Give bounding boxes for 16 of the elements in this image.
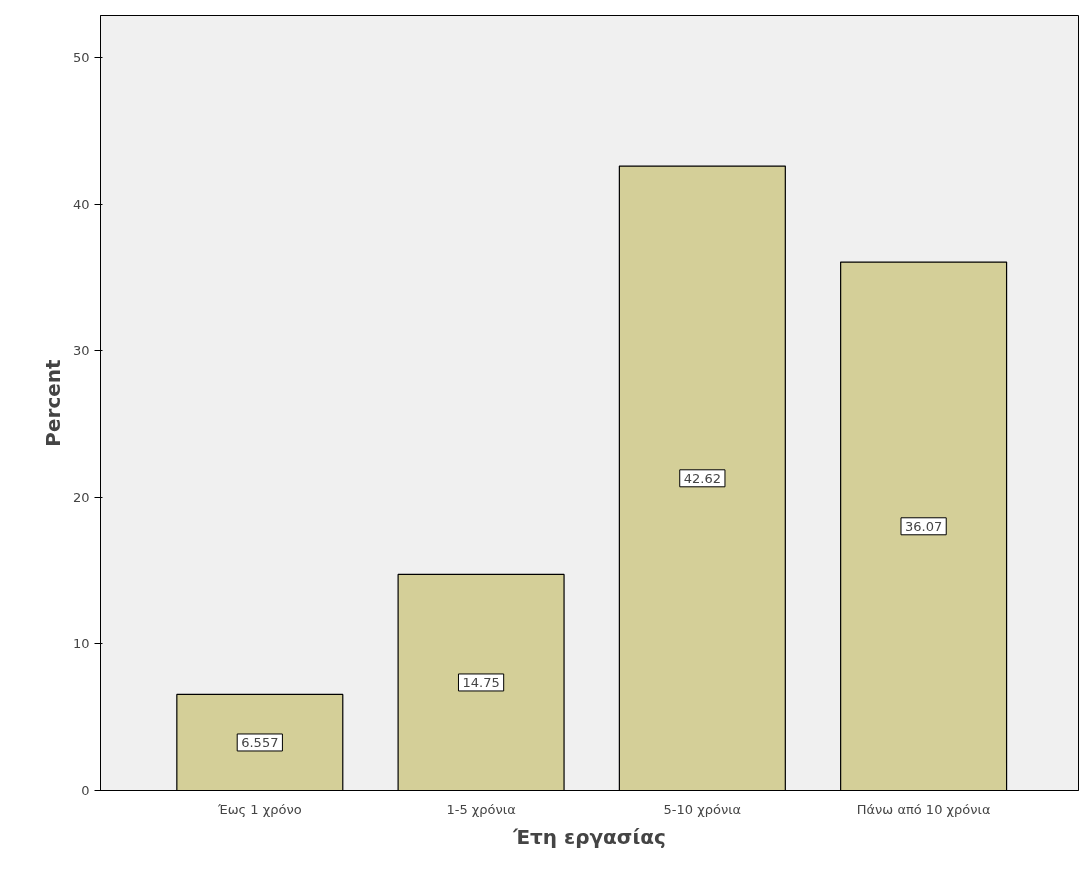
y-tick-label: 50 bbox=[72, 50, 90, 66]
y-tick-label: 30 bbox=[72, 343, 90, 359]
y-tick-label: 10 bbox=[72, 636, 90, 652]
data-label: 42.62 bbox=[683, 470, 721, 486]
data-label: 36.07 bbox=[905, 518, 943, 534]
x-tick-label: 1-5 χρόνια bbox=[446, 801, 516, 817]
x-tick-label: Πάνω από 10 χρόνια bbox=[856, 801, 991, 817]
data-label: 6.557 bbox=[241, 734, 279, 750]
x-tick-label: 5-10 χρόνια bbox=[663, 801, 742, 817]
data-label: 14.75 bbox=[462, 674, 500, 690]
y-tick-label: 20 bbox=[72, 489, 90, 505]
y-axis-title: Percent bbox=[40, 358, 65, 447]
x-axis-title: Έτη εργασίας bbox=[512, 824, 666, 849]
x-tick-label: Έως 1 χρόνο bbox=[216, 801, 302, 817]
y-tick-label: 40 bbox=[72, 196, 90, 212]
y-tick-label: 0 bbox=[81, 783, 90, 798]
